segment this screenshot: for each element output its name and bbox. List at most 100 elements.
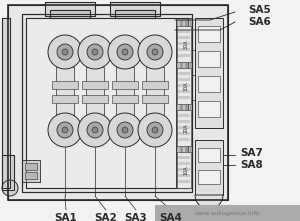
Wedge shape [195,195,223,209]
Bar [50,10,90,18]
Text: SA1: SA1 [55,213,77,221]
Bar [146,67,164,115]
Bar [2,155,14,190]
Bar [187,20,191,186]
Text: www.autogenius.info: www.autogenius.info [195,210,261,215]
Bar [177,20,181,186]
Bar [178,96,190,99]
Bar [110,2,160,16]
Bar [52,81,78,89]
Circle shape [62,127,68,133]
Circle shape [152,49,158,55]
Circle shape [92,49,98,55]
Text: SA8: SA8 [240,160,263,170]
Bar [178,156,190,159]
Bar [195,18,223,128]
Text: SA6: SA6 [248,17,271,27]
Text: SA5: SA5 [248,5,271,15]
Circle shape [48,113,82,147]
Bar [198,101,220,117]
Text: SA3: SA3 [124,213,147,221]
Text: 30A: 30A [184,39,188,49]
Bar [8,5,228,200]
Bar [115,10,155,18]
Circle shape [92,127,98,133]
Bar [155,205,300,221]
Text: 10A: 10A [184,165,188,175]
Bar [178,138,190,141]
Bar [178,126,190,129]
Bar [177,68,191,104]
Bar [142,81,168,89]
Text: SA7: SA7 [240,148,263,158]
Circle shape [122,127,128,133]
Text: SA4: SA4 [160,213,182,221]
Bar [178,36,190,39]
Bar [22,14,192,192]
Bar [177,26,191,62]
Bar [178,48,190,51]
Circle shape [62,49,68,55]
Circle shape [108,35,142,69]
Circle shape [57,44,73,60]
Bar [198,170,220,184]
Bar [86,67,104,115]
Bar [8,5,228,200]
Bar [142,95,168,103]
Circle shape [57,122,73,138]
Bar [110,2,160,16]
Bar [82,95,108,103]
Bar [115,10,155,18]
Bar [25,172,37,179]
Bar [198,26,220,42]
Bar [178,54,190,57]
Bar [178,72,190,75]
Bar [198,76,220,92]
Text: 20A: 20A [184,123,188,133]
Bar [25,163,37,170]
Bar [116,67,134,115]
Circle shape [122,49,128,55]
Bar [178,78,190,81]
Circle shape [147,44,163,60]
Circle shape [78,35,112,69]
Bar [178,114,190,117]
Bar [26,18,188,188]
Bar [112,81,138,89]
Bar [177,152,191,188]
Bar [2,18,10,188]
Bar [178,120,190,123]
Text: 30A: 30A [184,81,188,91]
Bar [52,95,78,103]
Circle shape [48,35,82,69]
Bar [178,90,190,93]
Bar [22,14,192,192]
Circle shape [2,180,18,196]
Circle shape [117,122,133,138]
Circle shape [117,44,133,60]
Circle shape [138,113,172,147]
Bar [178,132,190,135]
Bar [195,140,223,195]
Bar [176,18,192,188]
Bar [178,162,190,165]
Bar [198,148,220,162]
Bar [178,42,190,45]
Bar [178,180,190,183]
Bar [2,155,14,190]
Bar [45,2,95,16]
Circle shape [108,113,142,147]
Bar [22,160,40,182]
Bar [178,174,190,177]
Circle shape [87,44,103,60]
Bar [178,168,190,171]
Bar [198,51,220,67]
Circle shape [147,122,163,138]
Bar [50,10,90,18]
Bar [177,110,191,146]
Bar [26,18,188,188]
Bar [178,84,190,87]
Circle shape [78,113,112,147]
Circle shape [152,127,158,133]
Text: SA2: SA2 [94,213,117,221]
